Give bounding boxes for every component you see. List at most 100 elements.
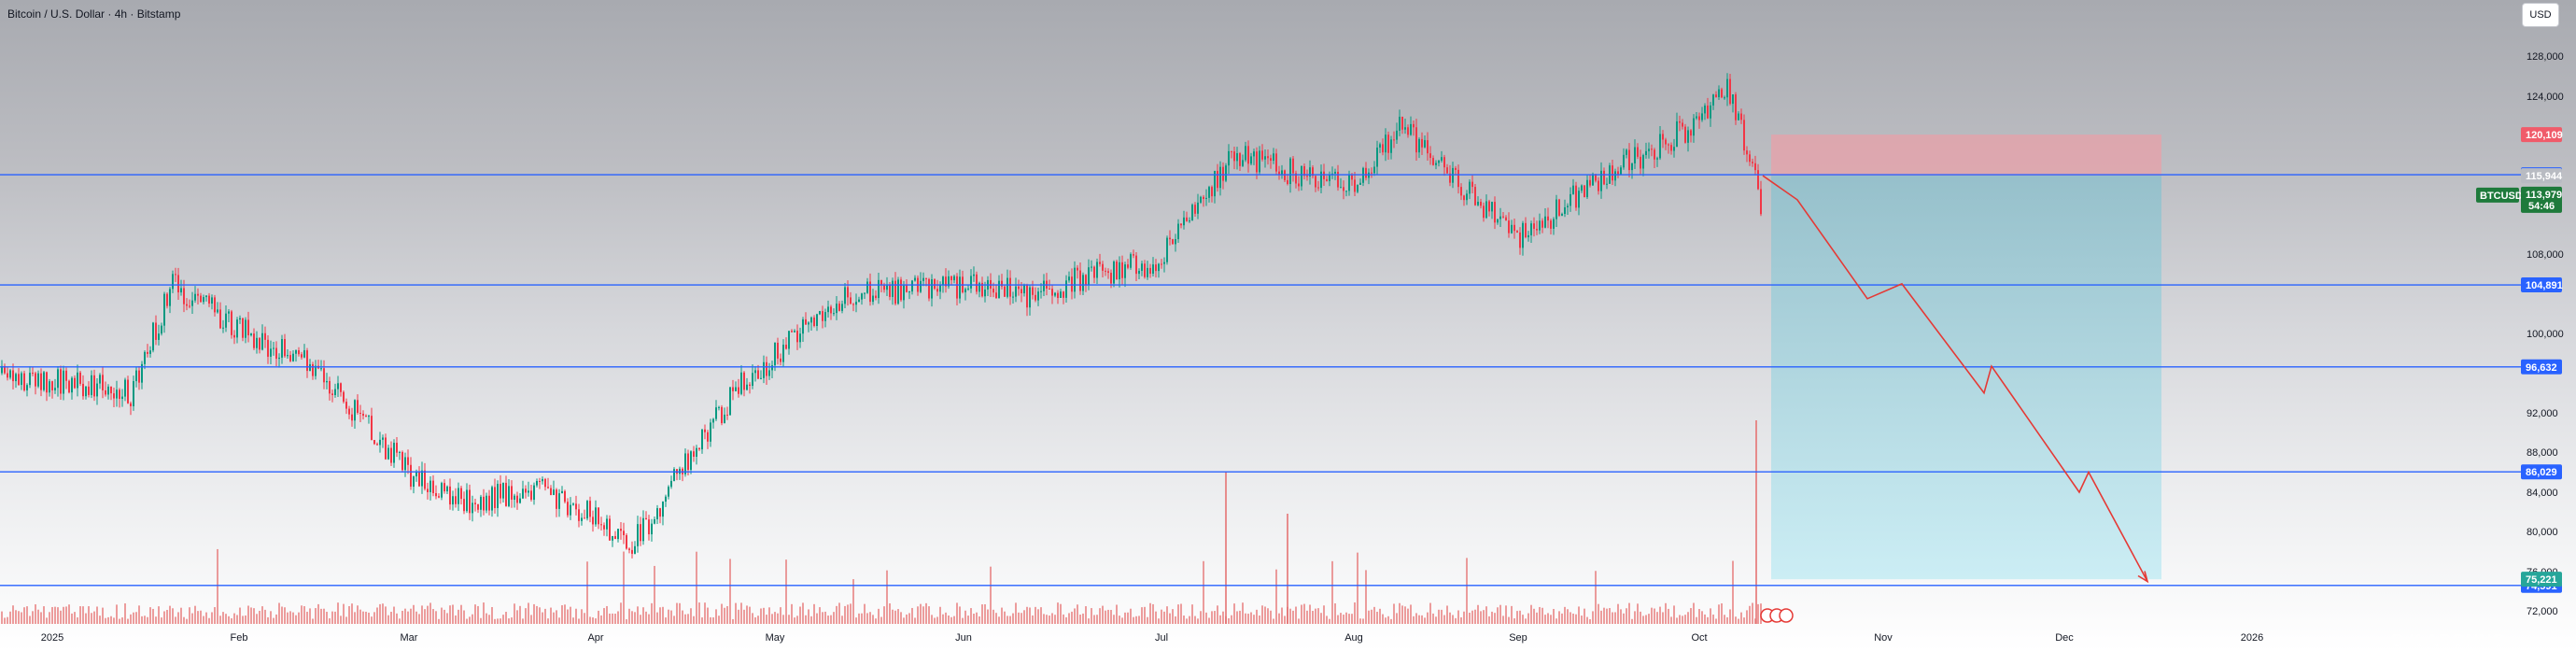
candle-body — [992, 289, 994, 293]
candle-body — [738, 387, 739, 394]
volume-bar — [522, 618, 524, 624]
candle-body — [273, 347, 274, 349]
candle-body — [822, 311, 823, 321]
candle-body — [1578, 191, 1580, 208]
volume-bar — [785, 559, 787, 624]
volume-bar — [1326, 616, 1328, 624]
volume-bar — [925, 602, 927, 624]
candle-body — [1735, 94, 1737, 120]
volume-bar — [1637, 603, 1639, 624]
candle-body — [830, 306, 832, 314]
volume-bar — [242, 616, 244, 624]
candle-body — [194, 293, 196, 301]
candle-body — [648, 519, 650, 535]
projection-arrowhead — [2137, 571, 2149, 584]
volume-bar — [399, 618, 401, 624]
volume-bar — [1063, 614, 1064, 624]
candle-body — [463, 499, 465, 512]
candle-body — [1018, 286, 1020, 290]
volume-bar — [1169, 613, 1171, 624]
volume-bar — [1682, 616, 1683, 624]
candle-body — [1637, 147, 1639, 157]
volume-bar — [9, 611, 11, 624]
volume-bar — [1673, 605, 1675, 624]
candle-body — [147, 351, 148, 354]
candle-body — [1555, 199, 1557, 219]
candle-body — [959, 276, 961, 299]
candle-body — [964, 289, 966, 292]
candle-body — [1298, 183, 1300, 187]
candle-body — [757, 370, 759, 379]
candle-body — [850, 297, 852, 304]
volume-bar — [197, 611, 199, 624]
candle-body — [1057, 292, 1059, 298]
candle-body — [1589, 179, 1591, 186]
candle-body — [1127, 264, 1129, 268]
candle-body — [1561, 213, 1563, 216]
candle-body — [1558, 199, 1560, 216]
candle-body — [1455, 167, 1457, 170]
volume-bar — [35, 604, 36, 624]
candle-body — [897, 279, 899, 304]
volume-bar — [850, 603, 852, 624]
volume-bar — [614, 614, 616, 624]
volume-bar — [449, 605, 451, 624]
volume-bar — [1343, 615, 1344, 624]
volume-bar — [1757, 603, 1759, 624]
volume-bar — [1110, 610, 1112, 624]
candle-body — [1354, 179, 1356, 192]
candle-body — [715, 407, 717, 419]
volume-bar — [1404, 606, 1406, 624]
volume-bar — [1668, 608, 1669, 624]
volume-bar — [1217, 605, 1218, 624]
candle-body — [603, 525, 605, 530]
volume-bar — [486, 613, 487, 624]
volume-bar — [219, 616, 221, 624]
volume-bar — [287, 612, 289, 624]
candle-body — [1023, 285, 1025, 294]
candle-body — [443, 483, 445, 492]
candle-body — [298, 350, 300, 355]
candle-body — [1401, 116, 1403, 130]
candle-body — [326, 380, 328, 383]
candle-body — [950, 276, 952, 281]
volume-bar — [334, 611, 336, 624]
x-tick-label: 2025 — [41, 632, 63, 644]
candle-body — [1247, 146, 1249, 164]
candle-body — [710, 422, 711, 442]
volume-bar — [519, 605, 521, 624]
candle-body — [1149, 267, 1151, 275]
volume-bar — [718, 616, 720, 624]
volume-bar — [967, 616, 969, 624]
candle-body — [505, 482, 507, 506]
candle-body — [1480, 202, 1482, 206]
candle-body — [1670, 145, 1672, 151]
candle-body — [1488, 201, 1490, 212]
candle-body — [1449, 173, 1451, 183]
candle-body — [1121, 262, 1123, 278]
volume-bar — [1105, 610, 1106, 624]
volume-bar — [1494, 613, 1496, 624]
volume-bar — [858, 613, 860, 624]
candle-body — [387, 447, 389, 460]
candle-body — [514, 495, 515, 500]
volume-bar — [292, 612, 294, 624]
volume-bar — [1598, 603, 1599, 624]
volume-bar — [214, 607, 216, 624]
volume-bar — [682, 610, 683, 624]
symbol-tag-bg — [2476, 187, 2519, 203]
volume-bar — [1421, 615, 1423, 624]
candle-body — [1726, 78, 1728, 98]
candle-body — [99, 375, 101, 384]
volume-bar — [1558, 611, 1560, 624]
currency-button[interactable]: USD — [2522, 3, 2559, 27]
candle-body — [808, 322, 809, 325]
candle-body — [376, 444, 378, 446]
candle-body — [211, 297, 213, 304]
candle-body — [253, 333, 255, 348]
volume-bar — [735, 602, 737, 624]
candle-body — [1376, 147, 1378, 167]
volume-bar — [205, 612, 207, 624]
volume-bar — [1642, 616, 1644, 624]
